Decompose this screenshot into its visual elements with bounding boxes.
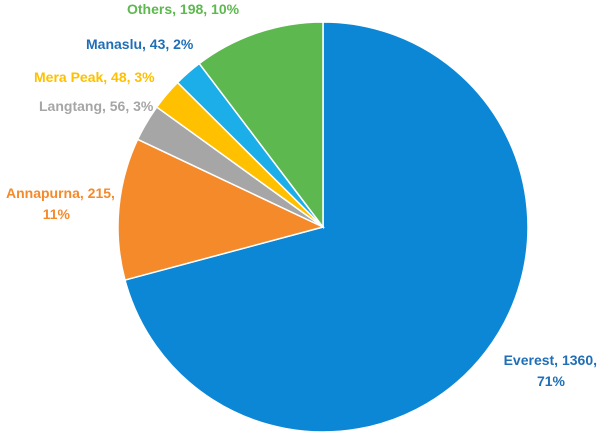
data-label-langtang: Langtang, 56, 3% (39, 98, 154, 114)
data-label-annapurna-line2: 11% (43, 206, 71, 222)
data-label-annapurna: Annapurna, 215, (6, 185, 115, 201)
data-label-manaslu: Manaslu, 43, 2% (86, 36, 194, 52)
pie-labels: Everest, 1360, 71% Annapurna, 215, 11% Langt… (6, 1, 597, 389)
pie-slice-everest (124, 21, 529, 433)
data-label-everest: Everest, 1360, (504, 352, 597, 368)
data-label-everest-line2: 71% (537, 373, 566, 389)
pie-slices (117, 21, 529, 433)
data-label-others: Others, 198, 10% (127, 1, 240, 17)
data-label-mera-peak: Mera Peak, 48, 3% (34, 69, 155, 85)
pie-slice-others (198, 21, 324, 230)
pie-slice-annapurna (117, 138, 326, 281)
